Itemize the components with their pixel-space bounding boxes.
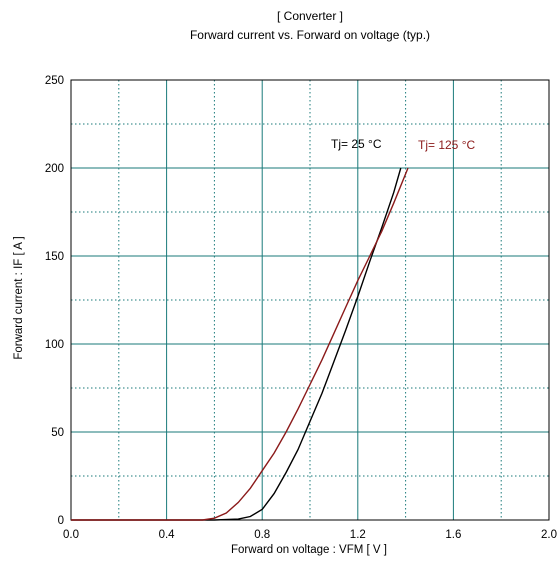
x-tick-label: 0.4 bbox=[159, 529, 176, 541]
y-tick-label: 200 bbox=[45, 163, 64, 175]
y-tick-label: 0 bbox=[58, 515, 64, 527]
y-tick-label: 150 bbox=[45, 251, 64, 263]
chart-subtitle: Forward current vs. Forward on voltage (… bbox=[189, 28, 431, 42]
series-line-tj125 bbox=[71, 167, 409, 521]
series-label-tj125: Tj= 125 °C bbox=[418, 138, 475, 152]
series-label-tj25: Tj= 25 °C bbox=[331, 137, 382, 151]
x-axis-label: Forward on voltage : VFM [ V ] bbox=[231, 544, 387, 556]
axis-ticks: 0.0 0.4 0.8 1.2 1.6 2.0 0 50 100 150 200 250 bbox=[45, 75, 557, 541]
y-tick-label: 250 bbox=[45, 75, 64, 87]
x-tick-label: 1.2 bbox=[350, 529, 366, 541]
y-axis-label: Forward current : IF [ A ] bbox=[13, 236, 25, 359]
plot-frame bbox=[70, 79, 550, 521]
grid-lines bbox=[71, 80, 549, 520]
x-tick-label: 1.6 bbox=[445, 529, 461, 541]
series-line-tj25 bbox=[71, 167, 402, 521]
chart-title: [ Converter ] bbox=[276, 9, 344, 23]
x-tick-label: 0.8 bbox=[254, 529, 270, 541]
series-lines bbox=[71, 167, 409, 521]
y-tick-label: 100 bbox=[45, 339, 64, 351]
x-tick-label: 2.0 bbox=[541, 529, 557, 541]
y-tick-label: 50 bbox=[51, 427, 64, 439]
x-tick-label: 0.0 bbox=[63, 529, 79, 541]
